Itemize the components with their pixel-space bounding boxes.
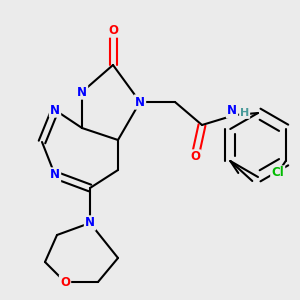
Text: O: O <box>108 23 118 37</box>
Text: N: N <box>85 217 95 230</box>
Text: O: O <box>190 151 200 164</box>
Text: O: O <box>60 275 70 289</box>
Text: N: N <box>50 103 60 116</box>
Text: N: N <box>227 104 237 118</box>
Text: N: N <box>135 95 145 109</box>
Text: H: H <box>240 108 249 118</box>
Text: N: N <box>77 85 87 98</box>
Text: N: N <box>50 169 60 182</box>
Text: Cl: Cl <box>271 167 284 179</box>
